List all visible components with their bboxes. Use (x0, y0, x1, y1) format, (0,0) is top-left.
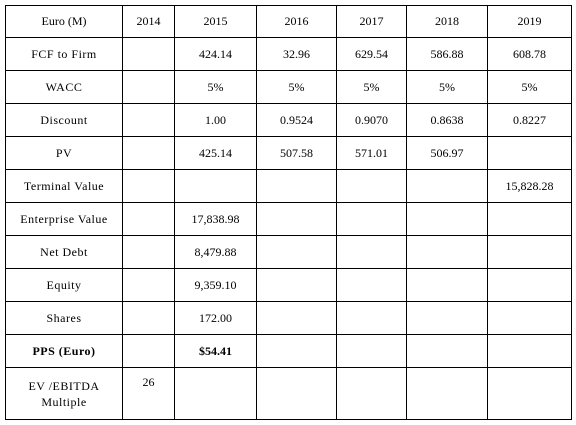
cell (336, 235, 407, 269)
cell (336, 367, 407, 420)
cell (487, 367, 572, 420)
row-label: EV /EBITDA Multiple (5, 367, 123, 420)
cell: 506.97 (406, 136, 488, 170)
header-cell: 2014 (122, 5, 175, 38)
cell (406, 202, 488, 236)
cell: 5% (406, 70, 488, 104)
cell (256, 367, 337, 420)
cell: 5% (174, 70, 257, 104)
cell (406, 367, 488, 420)
table-body: Euro (M) 2014 2015 2016 2017 2018 2019 FCF to F… (5, 5, 572, 420)
cell (256, 202, 337, 236)
cell: $54.41 (174, 334, 257, 368)
cell (122, 334, 175, 368)
cell: 571.01 (336, 136, 407, 170)
cell: 32.96 (256, 37, 337, 71)
cell (336, 301, 407, 335)
cell (406, 334, 488, 368)
cell (122, 103, 175, 137)
row-label: Discount (5, 103, 123, 137)
cell: 26 (122, 367, 175, 420)
row-label: Net Debt (5, 235, 123, 269)
row-label: Equity (5, 268, 123, 302)
cell: 629.54 (336, 37, 407, 71)
table-row: FCF to Firm 424.14 32.96 629.54 586.88 608.78 (5, 37, 572, 71)
cell (122, 70, 175, 104)
cell: 424.14 (174, 37, 257, 71)
cell (256, 301, 337, 335)
cell: 608.78 (487, 37, 572, 71)
cell (487, 235, 572, 269)
header-row: Euro (M) 2014 2015 2016 2017 2018 2019 (5, 5, 572, 38)
cell (174, 169, 257, 203)
cell: 586.88 (406, 37, 488, 71)
cell (336, 202, 407, 236)
cell: 0.9070 (336, 103, 407, 137)
cell (256, 334, 337, 368)
header-cell: 2017 (336, 5, 407, 38)
cell: 0.8227 (487, 103, 572, 137)
row-label: Enterprise Value (5, 202, 123, 236)
cell: 1.00 (174, 103, 257, 137)
cell: 8,479.88 (174, 235, 257, 269)
cell (256, 235, 337, 269)
cell: 0.8638 (406, 103, 488, 137)
cell (487, 202, 572, 236)
cell (487, 268, 572, 302)
cell (406, 169, 488, 203)
table-row: Terminal Value 15,828.28 (5, 169, 572, 203)
cell (122, 301, 175, 335)
cell: 5% (336, 70, 407, 104)
cell (122, 268, 175, 302)
cell (122, 136, 175, 170)
cell (122, 169, 175, 203)
row-label: Shares (5, 301, 123, 335)
table-row: Equity 9,359.10 (5, 268, 572, 302)
cell (256, 268, 337, 302)
row-label: WACC (5, 70, 123, 104)
table-row: Net Debt 8,479.88 (5, 235, 572, 269)
header-cell: Euro (M) (5, 5, 123, 38)
cell (336, 169, 407, 203)
cell (122, 202, 175, 236)
cell (336, 268, 407, 302)
header-cell: 2018 (406, 5, 488, 38)
cell (122, 37, 175, 71)
cell: 172.00 (174, 301, 257, 335)
row-label: Terminal Value (5, 169, 123, 203)
row-label: PPS (Euro) (5, 334, 123, 368)
cell: 507.58 (256, 136, 337, 170)
table-row: PPS (Euro) $54.41 (5, 334, 572, 368)
row-label: FCF to Firm (5, 37, 123, 71)
table-row: Enterprise Value 17,838.98 (5, 202, 572, 236)
cell (406, 301, 488, 335)
cell: 9,359.10 (174, 268, 257, 302)
cell: 425.14 (174, 136, 257, 170)
cell: 5% (487, 70, 572, 104)
cell (406, 268, 488, 302)
cell (122, 235, 175, 269)
cell: 5% (256, 70, 337, 104)
table-row: Discount 1.00 0.9524 0.9070 0.8638 0.8227 (5, 103, 572, 137)
cell: 0.9524 (256, 103, 337, 137)
header-cell: 2016 (256, 5, 337, 38)
cell: 15,828.28 (487, 169, 572, 203)
table-row: PV 425.14 507.58 571.01 506.97 (5, 136, 572, 170)
table-row: Shares 172.00 (5, 301, 572, 335)
cell (487, 301, 572, 335)
row-label: PV (5, 136, 123, 170)
cell (336, 334, 407, 368)
table-row: WACC 5% 5% 5% 5% 5% (5, 70, 572, 104)
cell (256, 169, 337, 203)
cell: 17,838.98 (174, 202, 257, 236)
valuation-table: Euro (M) 2014 2015 2016 2017 2018 2019 FCF to F… (5, 5, 572, 420)
cell (487, 334, 572, 368)
header-cell: 2019 (487, 5, 572, 38)
cell (487, 136, 572, 170)
cell (174, 367, 257, 420)
cell (406, 235, 488, 269)
table-row: EV /EBITDA Multiple 26 (5, 367, 572, 420)
header-cell: 2015 (174, 5, 257, 38)
